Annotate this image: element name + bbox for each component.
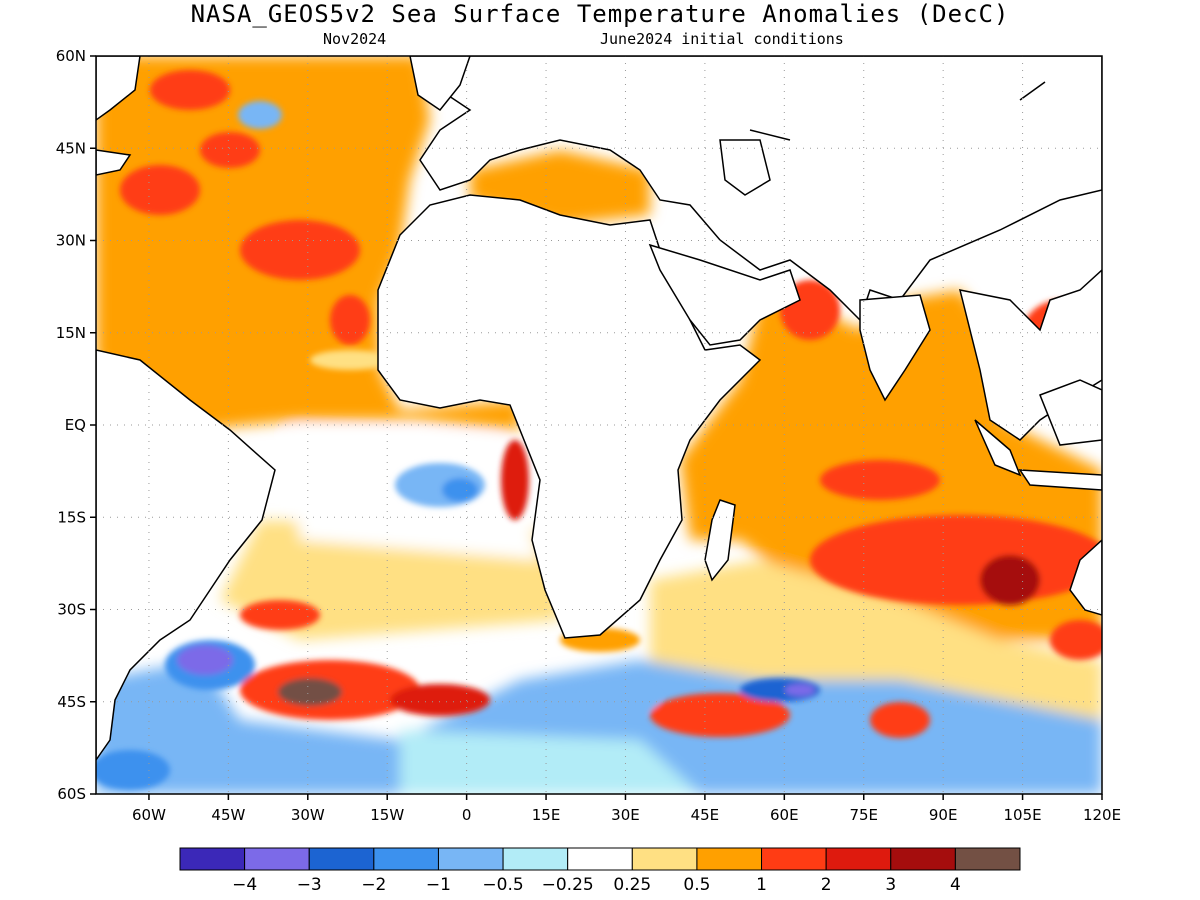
lon-label: 15W <box>370 806 404 824</box>
map-title: NASA_GEOS5v2 Sea Surface Temperature Ano… <box>190 0 1010 28</box>
lat-label: 15N <box>56 324 86 342</box>
colorbar-labels: −4 −3 −2 −1 −0.5 −0.25 0.25 0.5 1 2 3 4 <box>232 875 961 895</box>
longitude-labels: 60W 45W 30W 15W 0 15E 30E 45E 60E 75E 90E 105E 120E <box>132 806 1121 824</box>
colorbar-swatch <box>567 847 633 871</box>
colorbar-swatch <box>308 847 375 871</box>
latitude-labels: 60N 45N 30N 15N EQ 15S 30S 45S 60S <box>56 47 86 803</box>
colorbar-swatch <box>179 847 246 871</box>
colorbar-label: −0.25 <box>542 875 594 895</box>
colorbar-label: 2 <box>821 875 832 895</box>
axis-ticks <box>90 55 1103 800</box>
colorbar-label: 1 <box>756 875 767 895</box>
colorbar-swatch <box>696 847 763 871</box>
colorbar <box>179 847 1021 871</box>
lon-label: 15E <box>532 806 561 824</box>
lon-label: 30E <box>611 806 640 824</box>
colorbar-label: 4 <box>950 875 961 895</box>
colorbar-swatch <box>890 847 956 871</box>
lon-label: 90E <box>929 806 958 824</box>
colorbar-swatch <box>954 847 1021 871</box>
lon-label: 75E <box>849 806 878 824</box>
lon-label: 60E <box>770 806 799 824</box>
lat-label: 30N <box>56 232 86 250</box>
lat-label: 45S <box>57 693 86 711</box>
lon-label: 105E <box>1004 806 1042 824</box>
lon-label: 45E <box>691 806 720 824</box>
lat-label: 45N <box>56 139 86 157</box>
land-masses <box>96 56 1102 762</box>
colorbar-label: 0.5 <box>683 875 710 895</box>
lon-label: 120E <box>1083 806 1121 824</box>
lat-label: 60N <box>56 47 86 65</box>
colorbar-label: −2 <box>361 875 386 895</box>
colorbar-swatch <box>244 847 310 871</box>
valid-month-label: Nov2024 <box>323 30 387 48</box>
colorbar-label: −4 <box>232 875 257 895</box>
lon-label: 0 <box>462 806 472 824</box>
colorbar-label: −1 <box>426 875 451 895</box>
colorbar-label: −0.5 <box>482 875 523 895</box>
colorbar-swatch <box>437 847 504 871</box>
colorbar-swatch <box>502 847 569 871</box>
colorbar-label: −3 <box>297 875 322 895</box>
lat-label: EQ <box>65 416 86 434</box>
colorbar-swatch <box>631 847 698 871</box>
lon-label: 60W <box>132 806 166 824</box>
colorbar-swatch <box>761 847 827 871</box>
colorbar-label: 0.25 <box>613 875 651 895</box>
lon-label: 30W <box>291 806 325 824</box>
initial-conditions-label: June2024 initial conditions <box>600 30 844 48</box>
anomaly-field <box>96 56 1102 794</box>
lat-label: 15S <box>57 508 86 526</box>
lat-label: 30S <box>57 601 86 619</box>
colorbar-swatch <box>825 847 892 871</box>
lat-label: 60S <box>57 785 86 803</box>
lon-label: 45W <box>211 806 245 824</box>
colorbar-swatch <box>373 847 439 871</box>
colorbar-label: 3 <box>885 875 896 895</box>
